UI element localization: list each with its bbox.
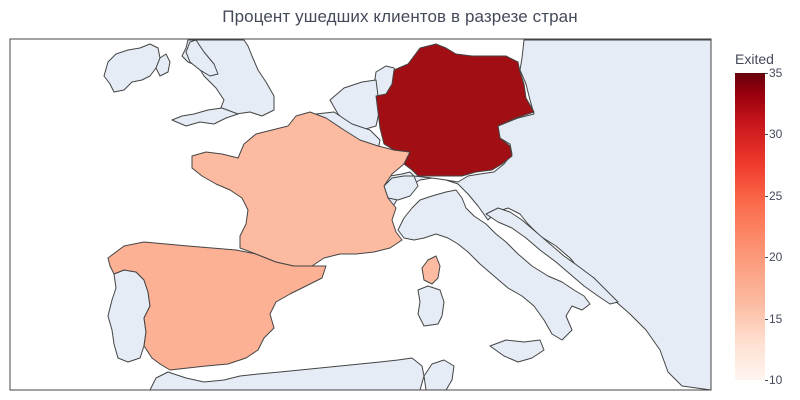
colorbar: [735, 73, 765, 380]
map-title: Процент ушедших клиентов в разрезе стран: [222, 7, 578, 26]
country-uk-south[interactable]: [171, 107, 239, 127]
country-spain[interactable]: [107, 241, 327, 371]
colorbar-tick-label: 35: [769, 66, 783, 80]
colorbar-tick-label: 25: [769, 188, 783, 203]
country-n-ireland[interactable]: [155, 53, 171, 77]
colorbar-tick-label: 10: [769, 373, 783, 387]
colorbar-tick-label: 15: [769, 311, 783, 326]
colorbar-tick-mark: [765, 257, 768, 259]
country-north-africa[interactable]: [149, 357, 425, 390]
map-frame: [9, 38, 712, 391]
colorbar-tick-label: 20: [769, 250, 783, 265]
country-germany[interactable]: [375, 43, 535, 177]
country-scotland-north[interactable]: [185, 39, 219, 77]
colorbar-tick-mark: [765, 380, 768, 381]
colorbar-tick-mark: [765, 134, 768, 136]
colorbar-tick-mark: [765, 73, 768, 74]
colorbar-tick-mark: [765, 195, 768, 197]
country-italy[interactable]: [397, 189, 591, 341]
colorbar-title: Exited: [735, 51, 774, 67]
country-switzerland[interactable]: [383, 175, 419, 201]
country-balkans[interactable]: [485, 207, 619, 305]
country-corsica[interactable]: [421, 255, 441, 285]
colorbar-tick-mark: [765, 318, 768, 320]
country-france[interactable]: [191, 111, 411, 267]
colorbar-tick-label: 30: [769, 127, 783, 142]
country-sardinia[interactable]: [417, 285, 445, 327]
country-sicily[interactable]: [489, 339, 545, 363]
country-ireland[interactable]: [103, 43, 161, 93]
country-tunisia[interactable]: [423, 359, 455, 390]
